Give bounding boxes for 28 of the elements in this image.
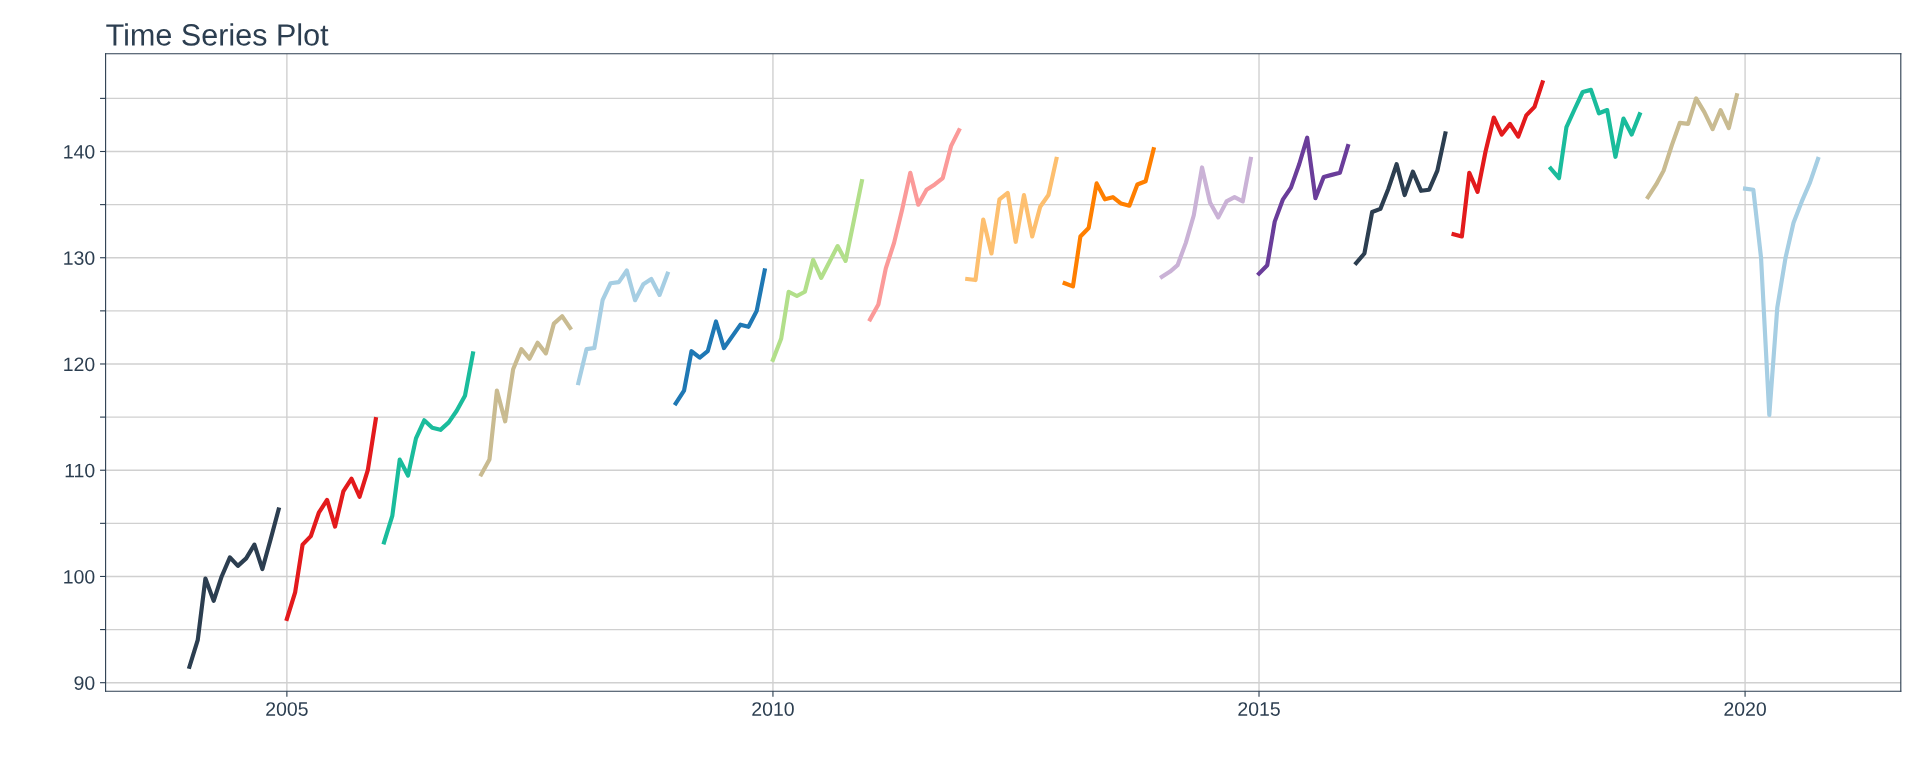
x-tick-label: 2010 [752, 702, 794, 716]
y-tick-label: 140 [64, 144, 95, 159]
line-series [284, 417, 378, 622]
line-series [1742, 156, 1821, 418]
line-series [770, 179, 864, 362]
line-series [1548, 87, 1642, 181]
line-series [673, 268, 767, 406]
line-series [1354, 131, 1448, 266]
line-series [868, 128, 962, 322]
line-series [187, 507, 281, 669]
y-tick-label: 120 [64, 357, 95, 372]
line-series [965, 156, 1059, 283]
y-tick-label: 100 [64, 569, 95, 584]
x-tick-label: 2020 [1724, 702, 1766, 716]
line-series [381, 351, 476, 545]
line-series [576, 268, 670, 386]
line-series [1159, 156, 1253, 279]
line-series [1062, 147, 1156, 289]
y-tick-label: 90 [74, 676, 95, 690]
line-series [1256, 135, 1351, 276]
line-series [1645, 93, 1739, 200]
x-tick-label: 2015 [1238, 702, 1280, 716]
chart-title: Time Series Plot [106, 23, 329, 46]
y-tick-label: 110 [65, 463, 95, 478]
y-tick-label: 130 [64, 251, 95, 265]
line-series [479, 314, 573, 477]
line-series [1451, 80, 1545, 239]
x-tick-label: 2005 [266, 702, 308, 716]
